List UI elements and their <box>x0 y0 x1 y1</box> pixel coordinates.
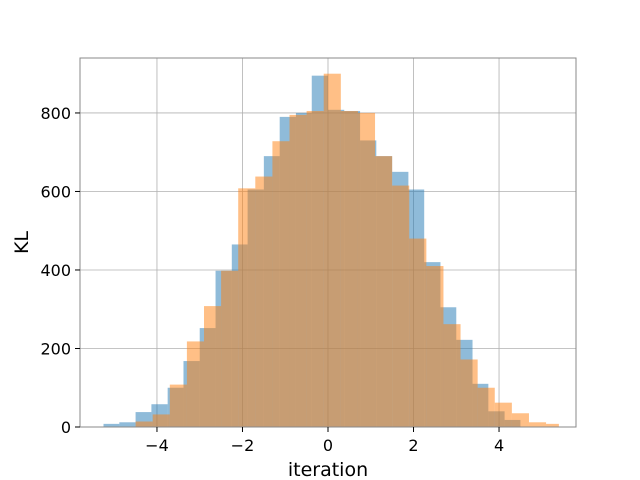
histogram-bar <box>169 384 187 427</box>
histogram-bar <box>477 387 495 427</box>
histogram-bar <box>392 185 410 427</box>
histogram-bar <box>357 112 376 427</box>
histogram-bar <box>221 270 239 427</box>
x-tick-label: −2 <box>231 436 255 455</box>
x-tick-label: 0 <box>323 436 333 455</box>
histogram-bar <box>443 324 461 427</box>
histogram-bar <box>426 266 444 427</box>
series-2 <box>135 73 559 428</box>
histogram-bar <box>289 114 307 427</box>
x-tick-label: −4 <box>145 436 169 455</box>
histogram-bar <box>546 423 559 427</box>
histogram-bar <box>103 423 120 427</box>
histogram-bar <box>272 141 290 427</box>
histogram-bar <box>375 156 393 427</box>
y-tick-label: 800 <box>40 104 71 123</box>
histogram-bar <box>323 73 341 428</box>
y-tick-label: 200 <box>40 339 71 358</box>
histogram-bar <box>186 341 204 427</box>
histogram-bar <box>511 413 529 427</box>
y-axis-label: KL <box>11 231 33 254</box>
x-tick-label: 2 <box>408 436 418 455</box>
histogram-bar <box>255 176 273 427</box>
histogram-bar <box>152 414 170 427</box>
histogram-bar <box>204 306 222 427</box>
histogram-bar <box>494 402 512 427</box>
y-tick-label: 400 <box>40 261 71 280</box>
y-tick-label: 600 <box>40 182 71 201</box>
histogram-bar <box>340 110 358 427</box>
histogram-bar <box>135 421 153 427</box>
histogram-bar <box>119 422 136 427</box>
histogram-bar <box>238 188 256 427</box>
x-tick-label: 4 <box>494 436 504 455</box>
histogram-bar <box>409 238 427 427</box>
histogram-bar <box>306 110 324 427</box>
x-axis-label: iteration <box>288 459 368 480</box>
histogram-bar <box>528 422 547 427</box>
y-tick-label: 0 <box>61 418 71 437</box>
axis-ticks: −4 −2 0 2 4 0 200 400 600 800 <box>40 104 504 455</box>
histogram-bars <box>103 73 559 428</box>
histogram-bar <box>460 359 478 427</box>
